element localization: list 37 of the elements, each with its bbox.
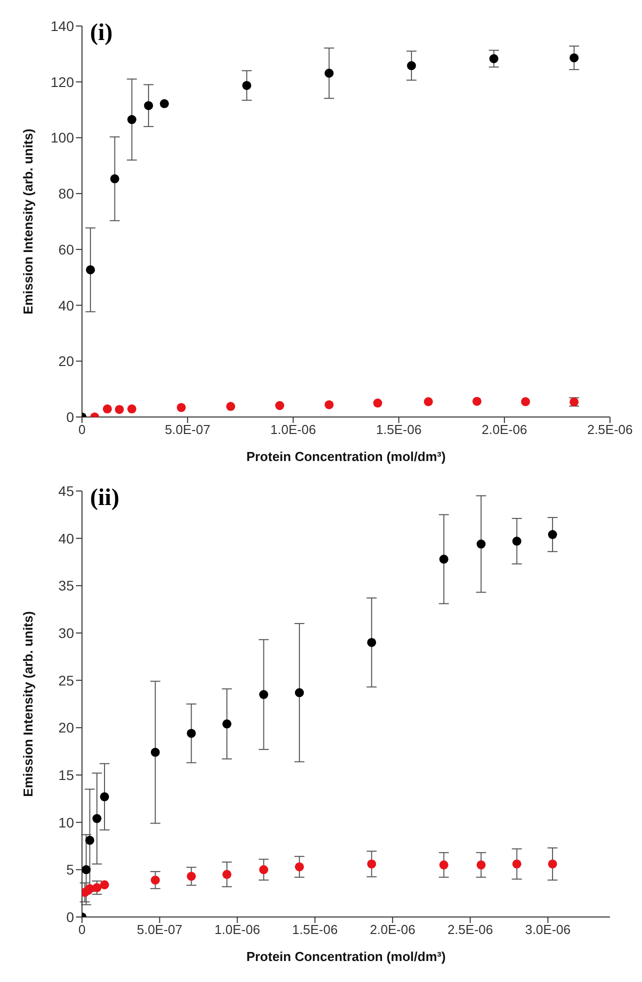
x-tick-label: 5.0E-07 [136, 922, 182, 938]
y-tick-label: 25 [58, 672, 74, 688]
y-tick-label: 80 [58, 186, 74, 202]
x-tick-label: 0 [78, 422, 86, 438]
y-axis-title: Emission Intensity (arb. units) [20, 611, 36, 797]
y-tick-label: 15 [58, 766, 74, 783]
y-tick-label: 60 [58, 241, 74, 258]
x-tick-label: 3.0E-06 [525, 922, 571, 938]
y-tick-label: 5 [66, 862, 74, 878]
y-tick-label: 10 [58, 814, 74, 830]
y-tick-label: 30 [58, 624, 74, 641]
x-tick-label: 2.5E-06 [447, 922, 494, 938]
y-tick-label: 0 [66, 408, 74, 425]
x-tick-label: 0 [78, 922, 86, 938]
x-tick-label: 2.0E-06 [370, 922, 416, 938]
chart-title: (ii) [90, 485, 120, 512]
y-tick-label: 40 [58, 530, 74, 546]
x-tick-label: 5.0E-07 [164, 422, 210, 438]
y-tick-label: 0 [66, 908, 74, 925]
x-tick-label: 1.0E-06 [270, 422, 316, 438]
y-tick-label: 120 [50, 74, 74, 90]
y-tick-label: 140 [50, 18, 74, 34]
y-tick-label: 35 [58, 578, 74, 594]
y-axis-title: Emission Intensity (arb. units) [20, 128, 36, 314]
y-tick-label: 40 [58, 297, 74, 314]
chart-title: (i) [90, 20, 113, 47]
y-tick-label: 100 [50, 130, 74, 146]
x-tick-label: 1.5E-06 [292, 922, 338, 938]
y-tick-label: 45 [58, 482, 74, 499]
x-tick-label: 2.0E-06 [482, 422, 528, 438]
y-tick-label: 20 [58, 353, 74, 370]
x-axis-title: Protein Concentration (mol/dm³) [246, 949, 446, 964]
x-axis-title: Protein Concentration (mol/dm³) [246, 449, 446, 464]
x-tick-label: 1.0E-06 [214, 922, 260, 938]
x-tick-label: 2.5E-06 [587, 422, 633, 438]
y-tick-label: 20 [58, 720, 74, 736]
x-tick-label: 1.5E-06 [376, 422, 422, 438]
